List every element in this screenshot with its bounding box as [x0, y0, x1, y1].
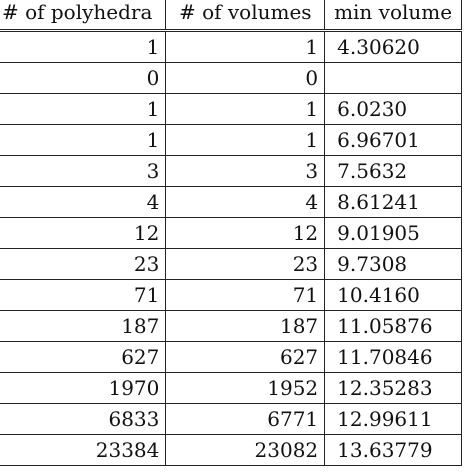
cell-min-volume: 7.5632: [324, 155, 462, 187]
cell-polyhedra: 0: [0, 62, 167, 94]
table-row: 1 1 6.0230: [0, 93, 462, 125]
cell-polyhedra: 187: [0, 310, 167, 342]
cell-volumes: 187: [165, 310, 326, 342]
cell-volumes: 12: [165, 217, 326, 249]
cell-volumes: 6771: [165, 403, 326, 435]
table-row: 4 4 8.61241: [0, 186, 462, 218]
cell-min-volume: 6.0230: [324, 93, 462, 125]
cell-polyhedra: 3: [0, 155, 167, 187]
header-row: # of polyhedra # of volumes min volume: [0, 0, 462, 32]
cell-min-volume: 13.63779: [324, 434, 462, 466]
table-row: 1970 1952 12.35283: [0, 372, 462, 404]
polyhedra-table: # of polyhedra # of volumes min volume 1…: [0, 0, 462, 466]
cell-min-volume: 9.7308: [324, 248, 462, 280]
cell-volumes: 23082: [165, 434, 326, 466]
table-row: 71 71 10.4160: [0, 279, 462, 311]
cell-min-volume: [324, 62, 462, 94]
cell-polyhedra: 6833: [0, 403, 167, 435]
cell-polyhedra: 1: [0, 30, 167, 63]
table-row: 6833 6771 12.99611: [0, 403, 462, 435]
cell-polyhedra: 23: [0, 248, 167, 280]
cell-polyhedra: 71: [0, 279, 167, 311]
cell-polyhedra: 627: [0, 341, 167, 373]
table-row: 3 3 7.5632: [0, 155, 462, 187]
cell-volumes: 0: [165, 62, 326, 94]
cell-volumes: 627: [165, 341, 326, 373]
header-volumes: # of volumes: [165, 0, 326, 32]
cell-volumes: 3: [165, 155, 326, 187]
cell-volumes: 1: [165, 93, 326, 125]
header-polyhedra: # of polyhedra: [0, 0, 167, 32]
cell-min-volume: 4.30620: [324, 30, 462, 63]
header-min-volume: min volume: [324, 0, 462, 32]
cell-volumes: 71: [165, 279, 326, 311]
cell-min-volume: 11.05876: [324, 310, 462, 342]
cell-polyhedra: 12: [0, 217, 167, 249]
cell-volumes: 4: [165, 186, 326, 218]
cell-polyhedra: 1970: [0, 372, 167, 404]
table-row: 1 1 4.30620: [0, 30, 462, 63]
cell-min-volume: 12.35283: [324, 372, 462, 404]
cell-volumes: 1: [165, 124, 326, 156]
cell-polyhedra: 1: [0, 93, 167, 125]
cell-volumes: 1: [165, 30, 326, 63]
table-row: 187 187 11.05876: [0, 310, 462, 342]
cell-polyhedra: 23384: [0, 434, 167, 466]
table-row: 23 23 9.7308: [0, 248, 462, 280]
cell-polyhedra: 1: [0, 124, 167, 156]
table-row: 627 627 11.70846: [0, 341, 462, 373]
cell-volumes: 23: [165, 248, 326, 280]
cell-min-volume: 6.96701: [324, 124, 462, 156]
cell-min-volume: 12.99611: [324, 403, 462, 435]
cell-polyhedra: 4: [0, 186, 167, 218]
table-row: 12 12 9.01905: [0, 217, 462, 249]
table-body: 1 1 4.30620 0 0 1 1 6.0230 1 1 6.96701 3 3 7.5632 4 4 8.…: [0, 30, 462, 466]
cell-min-volume: 10.4160: [324, 279, 462, 311]
cell-volumes: 1952: [165, 372, 326, 404]
table-row: 1 1 6.96701: [0, 124, 462, 156]
table-row: 23384 23082 13.63779: [0, 434, 462, 466]
cell-min-volume: 9.01905: [324, 217, 462, 249]
cell-min-volume: 11.70846: [324, 341, 462, 373]
cell-min-volume: 8.61241: [324, 186, 462, 218]
